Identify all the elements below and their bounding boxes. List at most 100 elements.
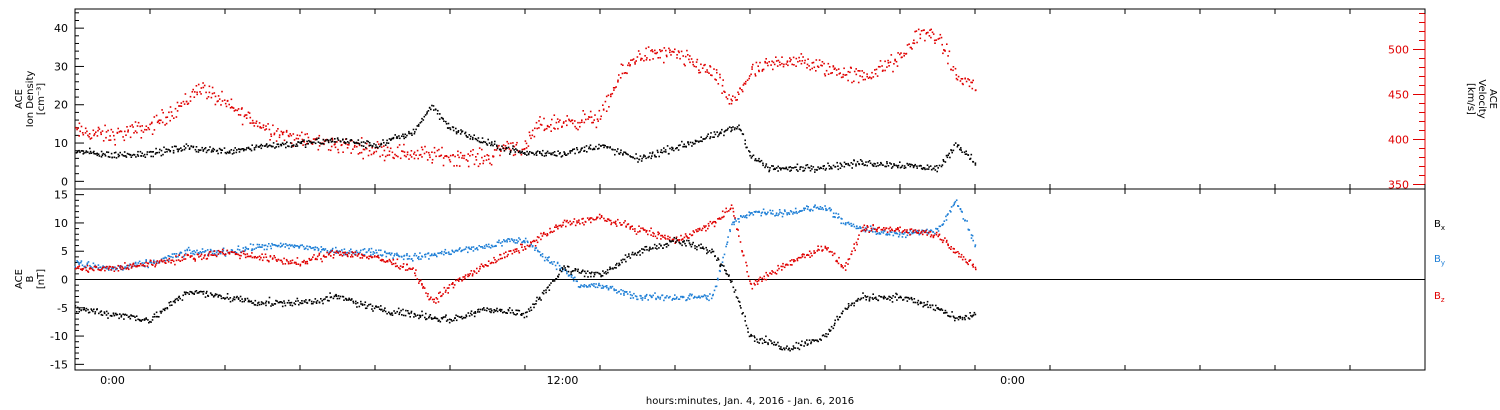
data-point: [564, 152, 566, 155]
data-point: [682, 296, 684, 299]
data-point: [445, 120, 447, 123]
data-point: [196, 292, 199, 294]
data-point: [329, 249, 332, 252]
data-point: [526, 150, 528, 153]
data-point: [844, 223, 847, 226]
data-point: [765, 271, 767, 274]
data-point: [782, 262, 784, 265]
data-point: [329, 149, 332, 152]
data-point: [554, 264, 557, 267]
data-point: [836, 161, 838, 164]
data-point: [828, 251, 831, 253]
data-point: [175, 255, 177, 257]
data-point: [214, 103, 217, 106]
data-point: [782, 213, 785, 215]
data-point: [539, 123, 542, 126]
data-point: [116, 132, 119, 134]
data-point: [834, 67, 836, 70]
data-point: [257, 256, 259, 258]
data-point: [306, 262, 309, 265]
data-point: [438, 252, 440, 255]
data-point: [846, 308, 849, 310]
data-point: [671, 146, 673, 149]
data-point: [391, 312, 393, 314]
data-point: [411, 134, 413, 136]
data-point: [361, 304, 364, 306]
data-point: [221, 251, 224, 254]
data-point: [595, 145, 597, 148]
data-point: [295, 300, 297, 302]
data-point: [350, 299, 352, 301]
data-point: [641, 57, 643, 60]
data-point: [304, 301, 306, 303]
data-point: [93, 308, 95, 311]
data-point: [732, 286, 735, 289]
data-point: [111, 266, 114, 268]
data-point: [646, 229, 648, 232]
data-point: [970, 314, 972, 317]
data-point: [121, 153, 123, 156]
data-point: [631, 225, 633, 227]
data-point: [758, 157, 760, 160]
data-point: [403, 254, 406, 257]
data-point: [871, 163, 874, 166]
data-point: [939, 33, 942, 36]
data-point: [425, 312, 427, 315]
data-point: [443, 286, 446, 289]
data-point: [971, 87, 974, 90]
data-point: [701, 227, 704, 230]
data-point: [773, 63, 776, 66]
data-point: [941, 43, 943, 46]
data-point: [511, 239, 514, 241]
data-point: [733, 215, 735, 217]
data-point: [437, 252, 439, 254]
data-point: [912, 166, 915, 169]
data-point: [738, 124, 740, 127]
data-point: [767, 64, 769, 67]
data-point: [533, 153, 536, 156]
data-point: [514, 151, 517, 153]
data-point: [780, 265, 782, 268]
data-point: [342, 296, 345, 298]
data-point: [807, 166, 810, 169]
data-point: [897, 235, 900, 238]
data-point: [268, 302, 270, 304]
data-point: [75, 311, 78, 313]
data-point: [110, 152, 113, 155]
data-point: [335, 246, 337, 249]
data-point: [860, 230, 863, 233]
data-point: [347, 252, 350, 254]
data-point: [900, 296, 902, 299]
top-x-ticks: [74, 9, 1426, 189]
data-point: [255, 122, 257, 124]
data-point: [866, 73, 868, 75]
data-point: [782, 65, 785, 68]
data-point: [789, 166, 792, 168]
data-point: [92, 129, 95, 132]
data-point: [875, 68, 878, 71]
data-point: [321, 300, 323, 302]
data-point: [648, 248, 651, 250]
data-point: [217, 100, 219, 102]
data-point: [109, 266, 112, 268]
data-point: [576, 220, 578, 222]
data-point: [947, 55, 949, 57]
data-point: [580, 272, 582, 274]
data-point: [824, 169, 827, 171]
data-point: [226, 151, 229, 153]
data-point: [617, 148, 619, 150]
data-point: [663, 244, 666, 246]
data-point: [509, 250, 512, 252]
data-point: [283, 143, 285, 146]
data-point: [952, 247, 955, 250]
data-point: [697, 228, 699, 230]
data-point: [615, 264, 617, 266]
data-point: [654, 52, 656, 55]
data-point: [682, 296, 685, 298]
b-legend: Bx By Bz: [1434, 219, 1445, 304]
data-point: [645, 245, 648, 248]
legend-bz-sub: z: [1441, 296, 1445, 304]
data-point: [389, 254, 392, 256]
data-point: [413, 132, 416, 135]
data-point: [164, 151, 166, 153]
